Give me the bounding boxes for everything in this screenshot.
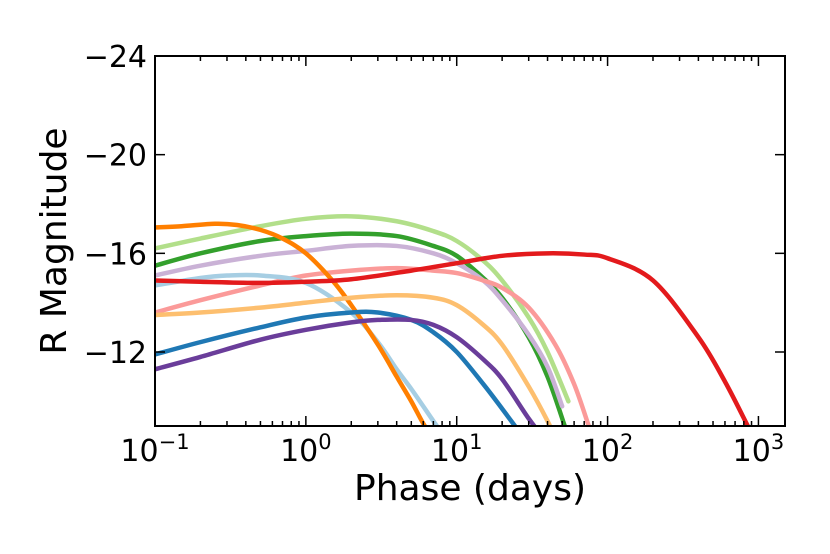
- x-tick-label: 102: [582, 430, 634, 469]
- x-tick-label: 100: [280, 430, 332, 469]
- series-line-10: [155, 251, 751, 426]
- y-axis-label: R Magnitude: [34, 127, 75, 354]
- y-tick-label: −24: [84, 40, 147, 75]
- series-line-9: [155, 317, 538, 426]
- series-line-8: [155, 309, 518, 426]
- series-line-3: [155, 242, 565, 409]
- plot-frame: [154, 55, 786, 427]
- series-line-1: [155, 214, 571, 404]
- x-tick-label: 103: [733, 430, 785, 469]
- series-line-4: [155, 265, 591, 426]
- x-tick-label: 10−1: [120, 430, 189, 469]
- y-tick-label: −20: [84, 139, 147, 174]
- y-tick-label: −16: [84, 237, 147, 272]
- x-axis-label: Phase (days): [354, 468, 586, 509]
- series-line-7: [155, 293, 553, 426]
- series-line-6: [155, 221, 428, 426]
- y-tick-label: −12: [84, 336, 147, 371]
- x-tick-label: 101: [431, 430, 483, 469]
